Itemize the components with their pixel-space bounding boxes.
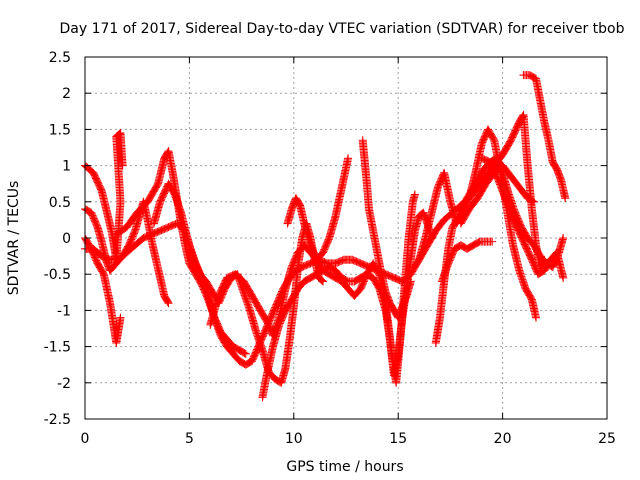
series-arc-10 [358, 136, 415, 322]
x-tick-label: 25 [598, 431, 616, 447]
y-tick-labels: 2.5 2 1.5 1 0.5 0 -0.5 -1 -1.5 -2 -2.5 [44, 50, 71, 428]
series-markers [456, 161, 538, 228]
y-tick-label: 0 [62, 231, 71, 247]
series-arc-5 [112, 147, 250, 358]
y-tick-label: -0.5 [44, 267, 71, 283]
series-markers [112, 147, 250, 358]
series-markers [358, 136, 415, 322]
series-arc-15 [477, 154, 568, 282]
series-markers [438, 237, 497, 286]
x-tick-label: 10 [285, 431, 303, 447]
chart-title: Day 171 of 2017, Sidereal Day-to-day VTE… [59, 21, 624, 37]
x-tick-label: 15 [389, 431, 407, 447]
data-points [81, 71, 570, 402]
y-axis-label: SDTVAR / TECUs [6, 181, 22, 296]
y-tick-label: 2 [62, 86, 71, 102]
series-markers [206, 154, 353, 340]
series-markers [519, 71, 570, 203]
y-tick-label: 2.5 [49, 50, 71, 66]
x-tick-label: 20 [494, 431, 512, 447]
series-arc-16 [519, 71, 570, 203]
series-arc-13 [438, 237, 497, 286]
x-tick-label: 5 [185, 431, 194, 447]
axis-ticks [84, 56, 608, 420]
x-tick-labels: 0 5 10 15 20 25 [81, 431, 616, 447]
series-arc-14 [456, 161, 538, 228]
x-axis-label: GPS time / hours [286, 459, 403, 475]
y-tick-label: 1 [62, 159, 71, 175]
y-tick-label: 0.5 [49, 195, 71, 211]
y-tick-label: -2.5 [44, 412, 71, 428]
y-tick-label: -2 [57, 376, 71, 392]
series-markers [477, 154, 568, 282]
x-tick-label: 0 [81, 431, 90, 447]
series-arc-7 [206, 154, 353, 340]
y-tick-label: -1.5 [44, 340, 71, 356]
y-tick-label: -1 [57, 303, 71, 319]
y-tick-label: 1.5 [49, 122, 71, 138]
